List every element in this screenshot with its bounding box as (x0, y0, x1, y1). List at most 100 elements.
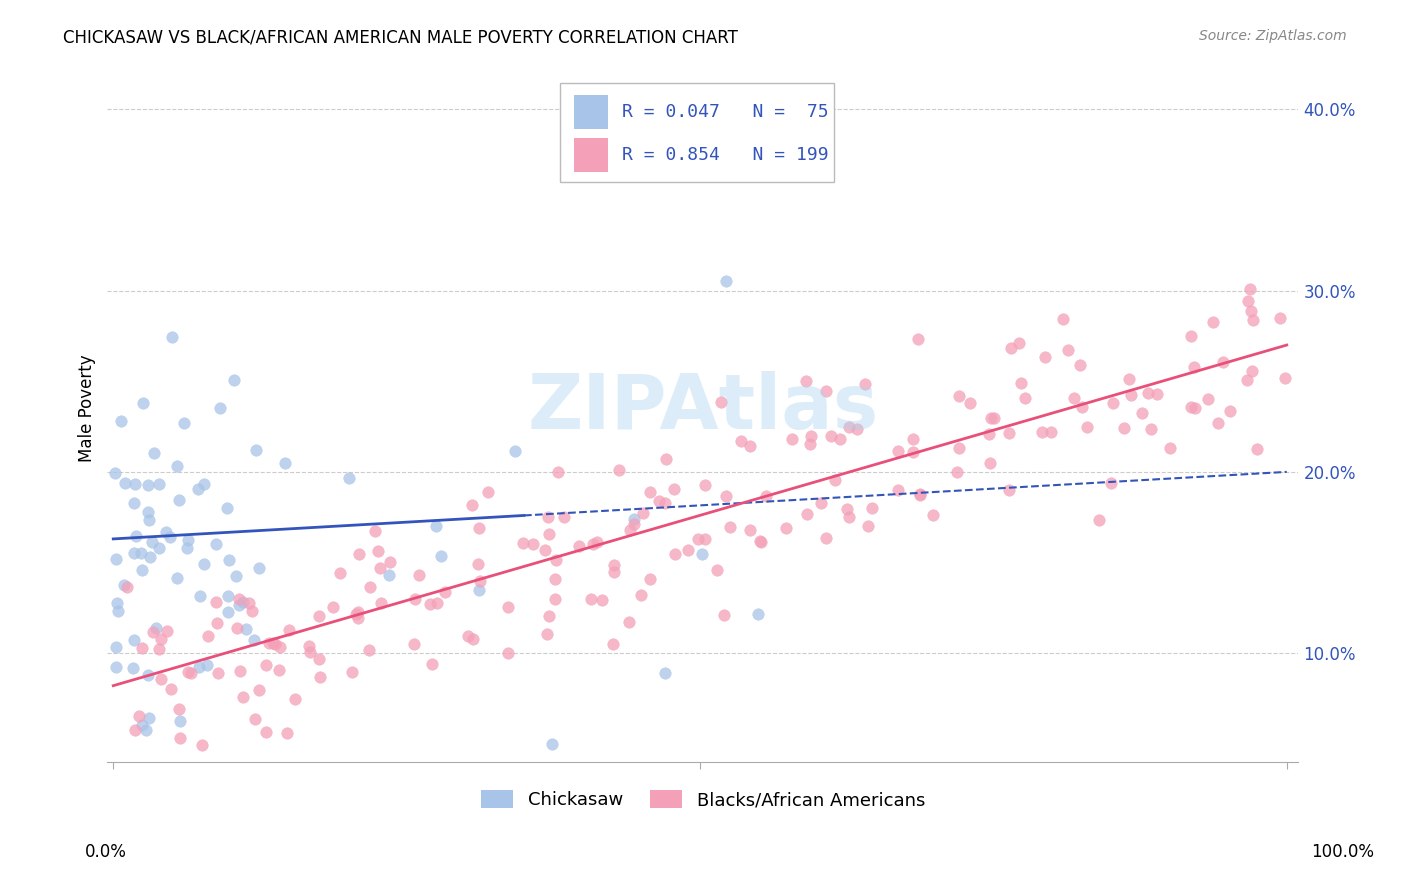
Point (631, 506, 654, 520)
Point (908, 486, 931, 500)
Point (132, 396, 155, 410)
Point (122, 546, 145, 560)
Point (115, 580, 138, 594)
Point (538, 609, 561, 624)
Text: 0.0%: 0.0% (84, 843, 127, 861)
Point (166, 459, 188, 474)
Point (1246, 442, 1268, 456)
Point (537, 510, 560, 524)
Point (404, 636, 426, 650)
FancyBboxPatch shape (574, 138, 607, 172)
Point (686, 532, 709, 546)
Point (1182, 359, 1205, 374)
Point (1197, 392, 1219, 406)
Point (582, 537, 605, 551)
Point (229, 665, 252, 679)
Point (228, 598, 250, 612)
Point (541, 737, 564, 751)
Point (463, 632, 485, 646)
Point (538, 526, 561, 541)
Point (159, 530, 181, 544)
Point (433, 584, 456, 599)
Point (229, 890, 252, 892)
Point (122, 661, 145, 675)
Point (249, 561, 271, 575)
Point (1076, 420, 1098, 434)
Point (243, 633, 266, 648)
Point (820, 429, 842, 443)
Point (124, 477, 146, 491)
Point (1033, 350, 1056, 364)
Point (467, 582, 489, 597)
Point (148, 476, 170, 491)
Point (654, 666, 676, 681)
Point (1063, 391, 1085, 405)
FancyBboxPatch shape (574, 95, 607, 129)
Point (910, 487, 932, 501)
Point (522, 537, 544, 551)
Point (367, 544, 389, 558)
Point (274, 457, 297, 471)
Point (217, 590, 239, 604)
Point (254, 725, 277, 739)
Point (654, 496, 676, 510)
Point (225, 621, 247, 635)
Point (131, 641, 153, 656)
Point (104, 660, 127, 674)
Point (217, 605, 239, 619)
Point (901, 432, 924, 446)
Point (419, 598, 441, 612)
Point (218, 552, 240, 566)
Point (1057, 343, 1080, 358)
Point (347, 605, 370, 619)
Point (222, 372, 245, 386)
Point (664, 547, 686, 561)
Point (232, 594, 254, 608)
Point (498, 600, 520, 615)
Point (619, 523, 641, 537)
Point (177, 533, 200, 548)
Point (709, 395, 731, 409)
Point (208, 401, 231, 416)
Point (1184, 401, 1206, 416)
Point (983, 411, 1005, 425)
Point (470, 574, 492, 588)
Point (145, 621, 167, 635)
Point (278, 624, 301, 638)
Point (630, 588, 652, 602)
Point (298, 639, 321, 653)
Point (780, 432, 803, 446)
Point (1014, 392, 1036, 406)
Point (240, 604, 263, 618)
Point (824, 473, 846, 487)
Point (169, 714, 191, 728)
Point (457, 629, 479, 643)
Point (1010, 376, 1032, 390)
Point (1219, 403, 1241, 417)
Point (607, 463, 630, 477)
Point (308, 652, 330, 666)
Point (838, 510, 860, 524)
Point (359, 580, 381, 594)
FancyBboxPatch shape (560, 84, 834, 182)
Point (512, 536, 534, 550)
Point (586, 535, 609, 549)
Point (138, 513, 160, 527)
Point (262, 636, 284, 650)
Point (1274, 371, 1296, 385)
Point (887, 444, 910, 458)
Point (197, 630, 219, 644)
Point (247, 682, 270, 697)
Point (269, 640, 291, 654)
Point (177, 665, 200, 679)
Point (799, 437, 821, 451)
Point (426, 596, 449, 610)
Point (503, 444, 526, 458)
Point (136, 668, 159, 682)
Point (135, 723, 157, 737)
Point (235, 623, 257, 637)
Point (190, 738, 212, 752)
Point (740, 439, 762, 453)
Point (1240, 304, 1263, 318)
Point (1000, 341, 1022, 355)
